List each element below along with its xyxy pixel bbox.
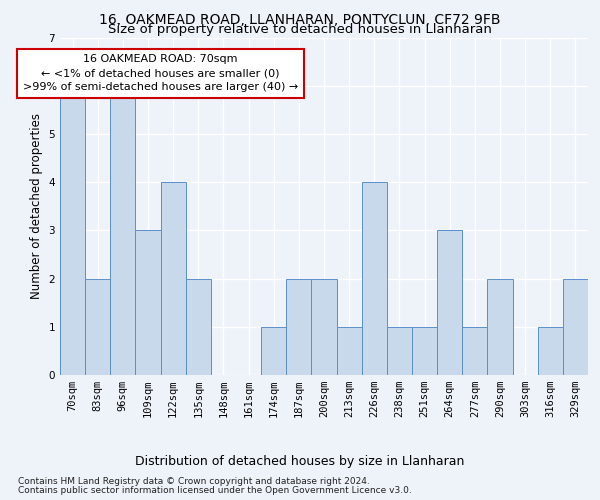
Bar xyxy=(186,278,211,375)
Bar xyxy=(412,327,437,375)
Bar xyxy=(60,86,85,375)
Bar xyxy=(261,327,286,375)
Bar xyxy=(161,182,186,375)
Bar xyxy=(337,327,362,375)
Bar xyxy=(286,278,311,375)
Bar xyxy=(311,278,337,375)
Bar xyxy=(362,182,387,375)
Bar xyxy=(538,327,563,375)
Y-axis label: Number of detached properties: Number of detached properties xyxy=(30,114,43,299)
Bar xyxy=(437,230,462,375)
Bar xyxy=(487,278,512,375)
Bar xyxy=(387,327,412,375)
Text: Contains HM Land Registry data © Crown copyright and database right 2024.: Contains HM Land Registry data © Crown c… xyxy=(18,478,370,486)
Text: 16, OAKMEAD ROAD, LLANHARAN, PONTYCLUN, CF72 9FB: 16, OAKMEAD ROAD, LLANHARAN, PONTYCLUN, … xyxy=(99,12,501,26)
Bar xyxy=(462,327,487,375)
Bar xyxy=(563,278,588,375)
Text: Size of property relative to detached houses in Llanharan: Size of property relative to detached ho… xyxy=(108,22,492,36)
Text: Distribution of detached houses by size in Llanharan: Distribution of detached houses by size … xyxy=(136,455,464,468)
Text: 16 OAKMEAD ROAD: 70sqm
← <1% of detached houses are smaller (0)
>99% of semi-det: 16 OAKMEAD ROAD: 70sqm ← <1% of detached… xyxy=(23,54,298,92)
Bar xyxy=(110,86,136,375)
Text: Contains public sector information licensed under the Open Government Licence v3: Contains public sector information licen… xyxy=(18,486,412,495)
Bar xyxy=(136,230,161,375)
Bar xyxy=(85,278,110,375)
